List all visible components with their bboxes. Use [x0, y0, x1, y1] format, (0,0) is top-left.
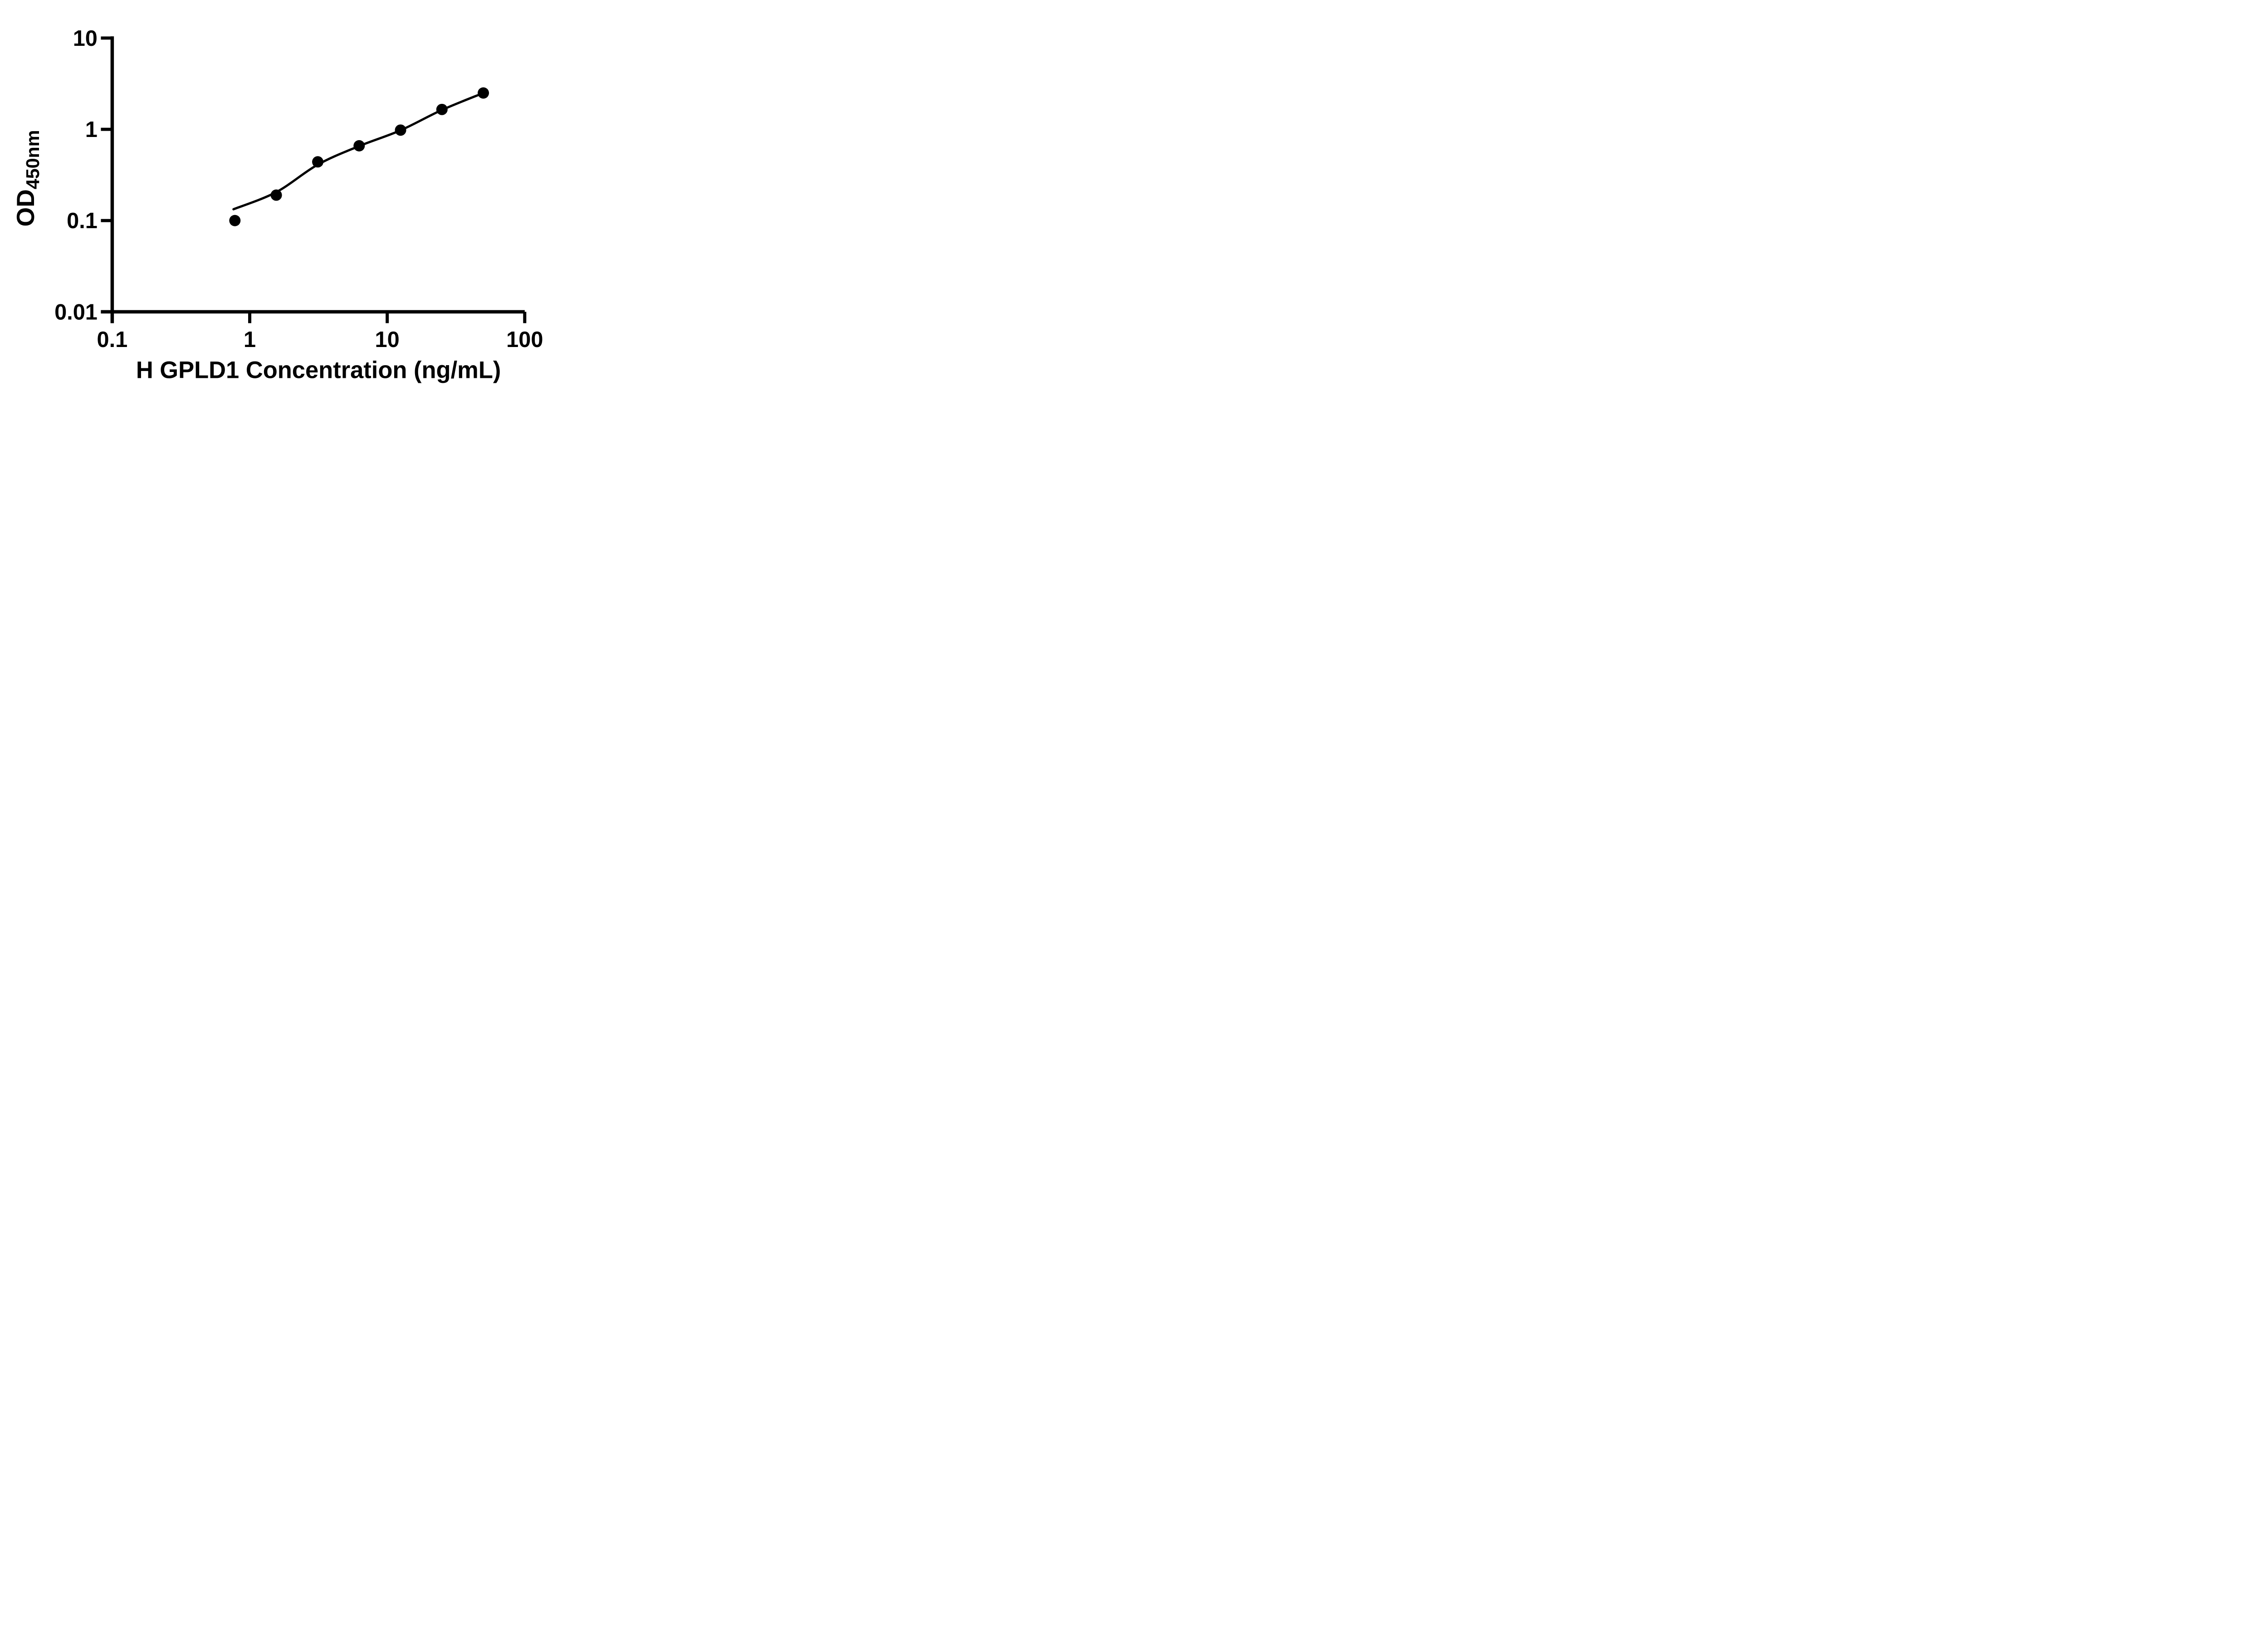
x-tick-label: 1	[244, 328, 256, 352]
x-tick-label: 10	[375, 328, 400, 352]
chart-background	[0, 0, 583, 408]
y-tick-label: 1	[85, 117, 98, 142]
y-tick-label: 0.1	[67, 209, 98, 233]
y-tick-label: 10	[73, 26, 98, 51]
x-tick-label: 100	[506, 328, 543, 352]
data-point	[353, 140, 365, 152]
elisa-standard-curve-chart: 10 1 0.1 0.01 0.1 1 10 100 H GPLD1 Concentration…	[0, 0, 583, 408]
data-point	[312, 156, 324, 168]
data-point	[436, 103, 448, 115]
x-tick-label: 0.1	[97, 328, 128, 352]
y-tick-label: 0.01	[54, 300, 98, 324]
y-axis-title-subscript: 450nm	[22, 130, 43, 190]
x-axis-title: H GPLD1 Concentration (ng/mL)	[136, 357, 501, 384]
data-point	[395, 124, 406, 136]
data-point	[229, 215, 241, 226]
data-point	[478, 87, 489, 99]
data-point	[270, 189, 282, 201]
